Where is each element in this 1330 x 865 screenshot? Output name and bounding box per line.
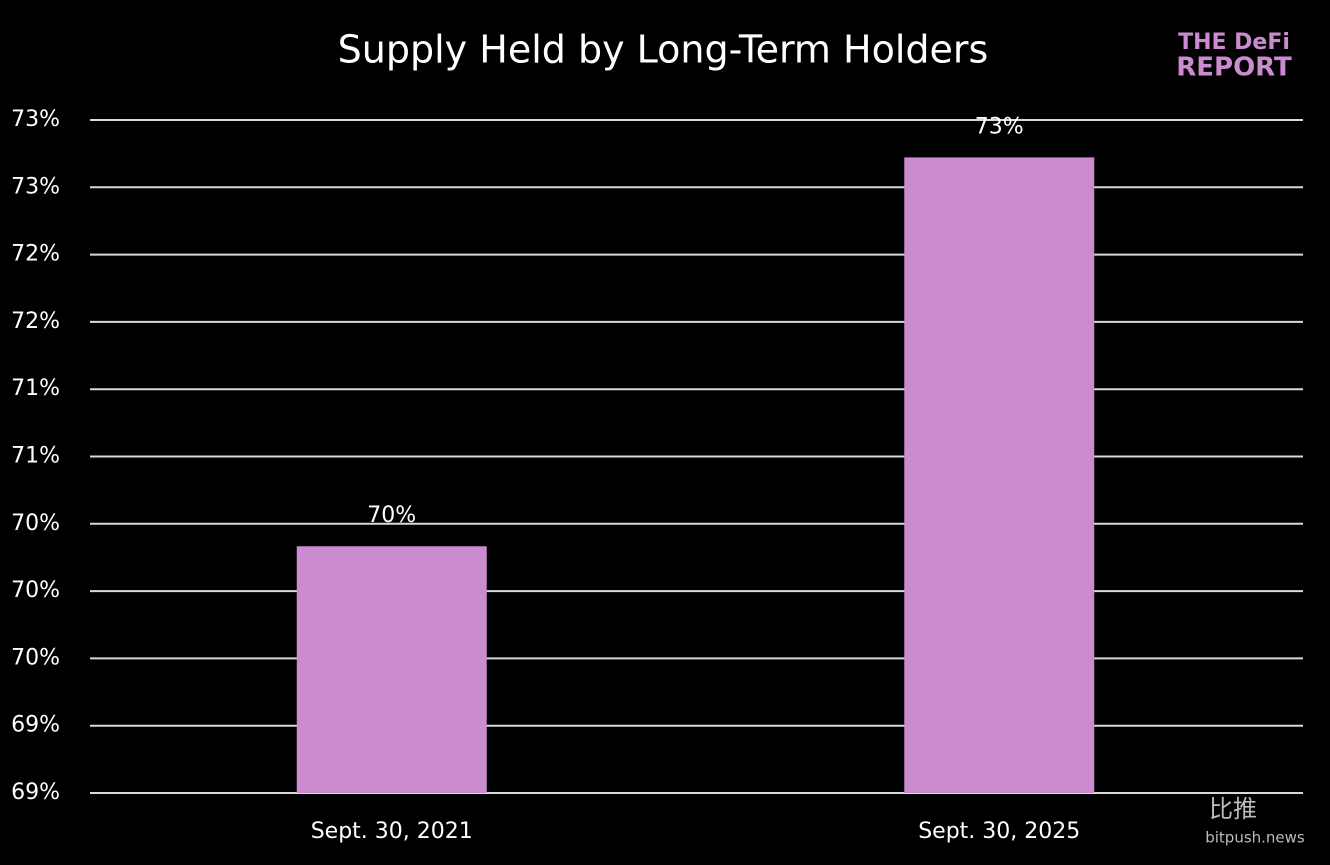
value-label: 73%	[975, 114, 1024, 139]
logo-line1: THE DeFi	[1178, 30, 1290, 55]
y-tick-label: 72%	[11, 242, 60, 267]
y-tick-label: 72%	[11, 309, 60, 334]
y-tick-label: 69%	[11, 780, 60, 805]
y-tick-label: 71%	[11, 444, 60, 469]
y-tick-label: 71%	[11, 376, 60, 401]
y-tick-label: 70%	[11, 511, 60, 536]
y-tick-label: 73%	[11, 174, 60, 199]
bar	[296, 546, 487, 793]
y-tick-label: 69%	[11, 713, 60, 738]
x-tick-label: Sept. 30, 2025	[918, 819, 1080, 844]
watermark-name: 比推	[1209, 795, 1257, 823]
y-tick-label: 70%	[11, 645, 60, 670]
y-tick-label: 73%	[11, 107, 60, 132]
bar	[904, 157, 1095, 793]
x-tick-label: Sept. 30, 2021	[311, 819, 473, 844]
chart-title: Supply Held by Long-Term Holders	[338, 28, 989, 72]
value-label: 70%	[367, 503, 416, 528]
logo-line2: REPORT	[1176, 53, 1292, 83]
y-tick-label: 70%	[11, 578, 60, 603]
watermark-site: bitpush.news	[1205, 829, 1305, 847]
